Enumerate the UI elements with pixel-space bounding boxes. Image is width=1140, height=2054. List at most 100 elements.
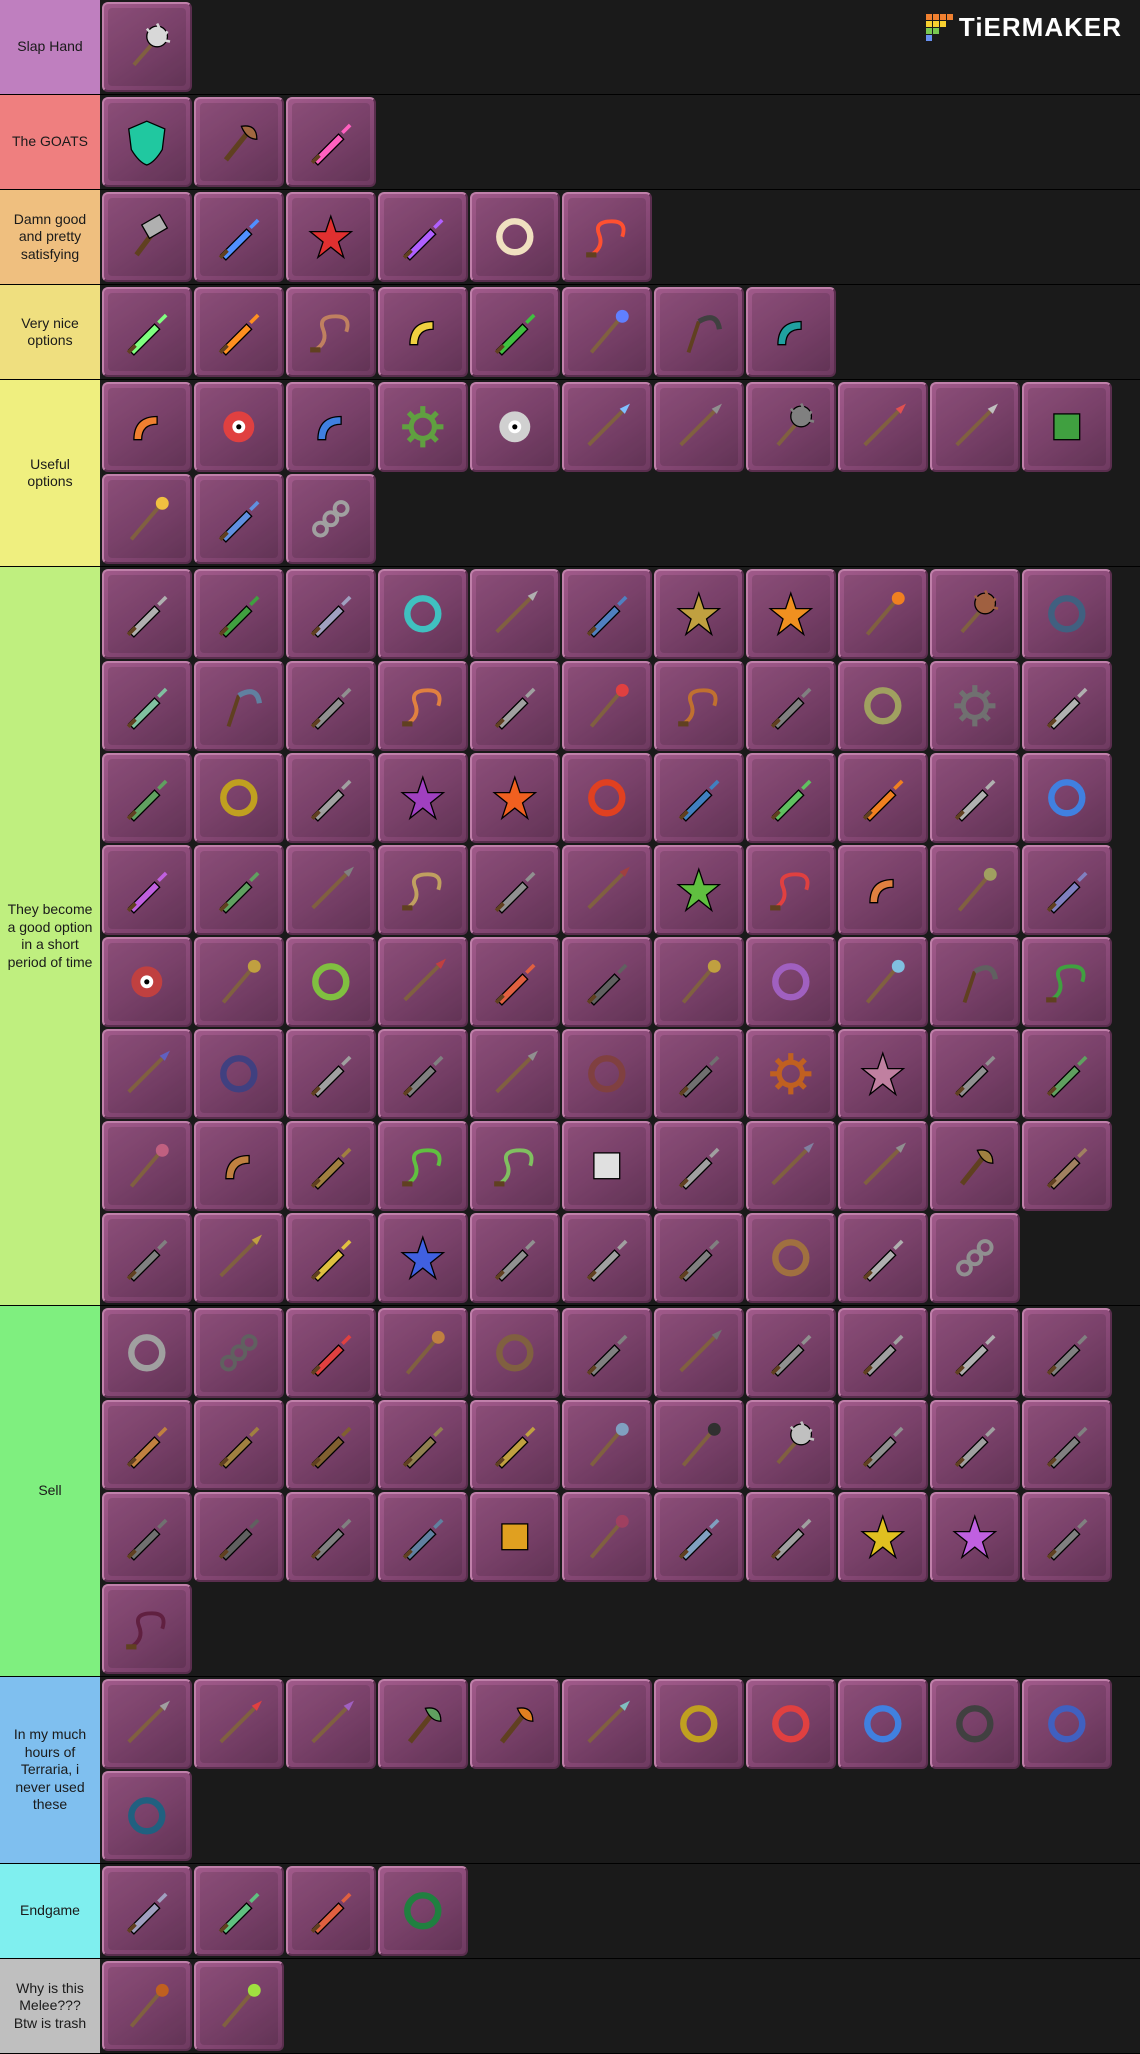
item-i25[interactable] (286, 753, 376, 843)
item-i50[interactable] (562, 937, 652, 1027)
item-tentacle[interactable] (286, 287, 376, 377)
item-i43[interactable] (930, 845, 1020, 935)
item-i54[interactable] (930, 937, 1020, 1027)
item-i86[interactable] (838, 1213, 928, 1303)
item-i10[interactable] (930, 569, 1020, 659)
item-i38[interactable] (470, 845, 560, 935)
item-i84[interactable] (654, 1213, 744, 1303)
item-i52[interactable] (746, 937, 836, 1027)
item-s29[interactable] (654, 1492, 744, 1582)
item-i80[interactable] (286, 1213, 376, 1303)
item-eye[interactable] (194, 382, 284, 472)
tier-items[interactable] (100, 567, 1140, 1305)
tier-label[interactable]: The GOATS (0, 95, 100, 189)
item-i19[interactable] (746, 661, 836, 751)
item-i49[interactable] (470, 937, 560, 1027)
item-n11[interactable] (1022, 1679, 1112, 1769)
item-i22[interactable] (1022, 661, 1112, 751)
item-banana[interactable] (378, 287, 468, 377)
item-i82[interactable] (470, 1213, 560, 1303)
item-t2[interactable] (194, 1961, 284, 2051)
item-n2[interactable] (194, 1679, 284, 1769)
item-i20[interactable] (838, 661, 928, 751)
item-i31[interactable] (838, 753, 928, 843)
item-i47[interactable] (286, 937, 376, 1027)
item-i45[interactable] (102, 937, 192, 1027)
item-s2[interactable] (194, 1308, 284, 1398)
item-i73[interactable] (654, 1121, 744, 1211)
item-s17[interactable] (562, 1400, 652, 1490)
item-rocket[interactable] (930, 382, 1020, 472)
item-i1[interactable] (102, 569, 192, 659)
item-i63[interactable] (746, 1029, 836, 1119)
item-i69[interactable] (286, 1121, 376, 1211)
item-n9[interactable] (838, 1679, 928, 1769)
item-i30[interactable] (746, 753, 836, 843)
item-red-spear[interactable] (838, 382, 928, 472)
item-i64[interactable] (838, 1029, 928, 1119)
item-i40[interactable] (654, 845, 744, 935)
item-i29[interactable] (654, 753, 744, 843)
item-i9[interactable] (838, 569, 928, 659)
item-i26[interactable] (378, 753, 468, 843)
item-i21[interactable] (930, 661, 1020, 751)
item-s9[interactable] (838, 1308, 928, 1398)
item-i14[interactable] (286, 661, 376, 751)
item-i7[interactable] (654, 569, 744, 659)
item-i27[interactable] (470, 753, 560, 843)
item-red-whip[interactable] (562, 192, 652, 282)
item-i79[interactable] (194, 1213, 284, 1303)
item-i28[interactable] (562, 753, 652, 843)
item-s4[interactable] (378, 1308, 468, 1398)
item-e4[interactable] (378, 1866, 468, 1956)
item-blue-sword-2[interactable] (194, 474, 284, 564)
item-i23[interactable] (102, 753, 192, 843)
item-i33[interactable] (1022, 753, 1112, 843)
tier-items[interactable] (100, 1306, 1140, 1676)
item-s12[interactable] (102, 1400, 192, 1490)
item-s28[interactable] (562, 1492, 652, 1582)
item-gray-spear[interactable] (654, 382, 744, 472)
item-s19[interactable] (746, 1400, 836, 1490)
item-i32[interactable] (930, 753, 1020, 843)
item-i71[interactable] (470, 1121, 560, 1211)
tier-items[interactable] (100, 1677, 1140, 1863)
item-i81[interactable] (378, 1213, 468, 1303)
item-s31[interactable] (838, 1492, 928, 1582)
tier-label[interactable]: In my much hours of Terraria, i never us… (0, 1677, 100, 1863)
item-i46[interactable] (194, 937, 284, 1027)
item-scythe[interactable] (654, 287, 744, 377)
item-i78[interactable] (102, 1213, 192, 1303)
item-i77[interactable] (1022, 1121, 1112, 1211)
item-i39[interactable] (562, 845, 652, 935)
item-s27[interactable] (470, 1492, 560, 1582)
item-s3[interactable] (286, 1308, 376, 1398)
tier-items[interactable] (100, 190, 1140, 284)
item-s21[interactable] (930, 1400, 1020, 1490)
item-n5[interactable] (470, 1679, 560, 1769)
item-s6[interactable] (562, 1308, 652, 1398)
item-i62[interactable] (654, 1029, 744, 1119)
item-torch[interactable] (562, 287, 652, 377)
item-orange-boomerang[interactable] (102, 382, 192, 472)
item-i3[interactable] (286, 569, 376, 659)
item-n4[interactable] (378, 1679, 468, 1769)
item-i36[interactable] (286, 845, 376, 935)
item-i87[interactable] (930, 1213, 1020, 1303)
item-s11[interactable] (1022, 1308, 1112, 1398)
item-e1[interactable] (102, 1866, 192, 1956)
tier-label[interactable]: Why is this Melee??? Btw is trash (0, 1959, 100, 2053)
item-red-claw[interactable] (286, 192, 376, 282)
item-i55[interactable] (1022, 937, 1112, 1027)
item-s16[interactable] (470, 1400, 560, 1490)
item-s18[interactable] (654, 1400, 744, 1490)
item-s32[interactable] (930, 1492, 1020, 1582)
item-i17[interactable] (562, 661, 652, 751)
item-i11[interactable] (1022, 569, 1112, 659)
item-teal-boomerang[interactable] (746, 287, 836, 377)
item-s33[interactable] (1022, 1492, 1112, 1582)
item-i60[interactable] (470, 1029, 560, 1119)
item-i53[interactable] (838, 937, 928, 1027)
item-s23[interactable] (102, 1492, 192, 1582)
item-s26[interactable] (378, 1492, 468, 1582)
